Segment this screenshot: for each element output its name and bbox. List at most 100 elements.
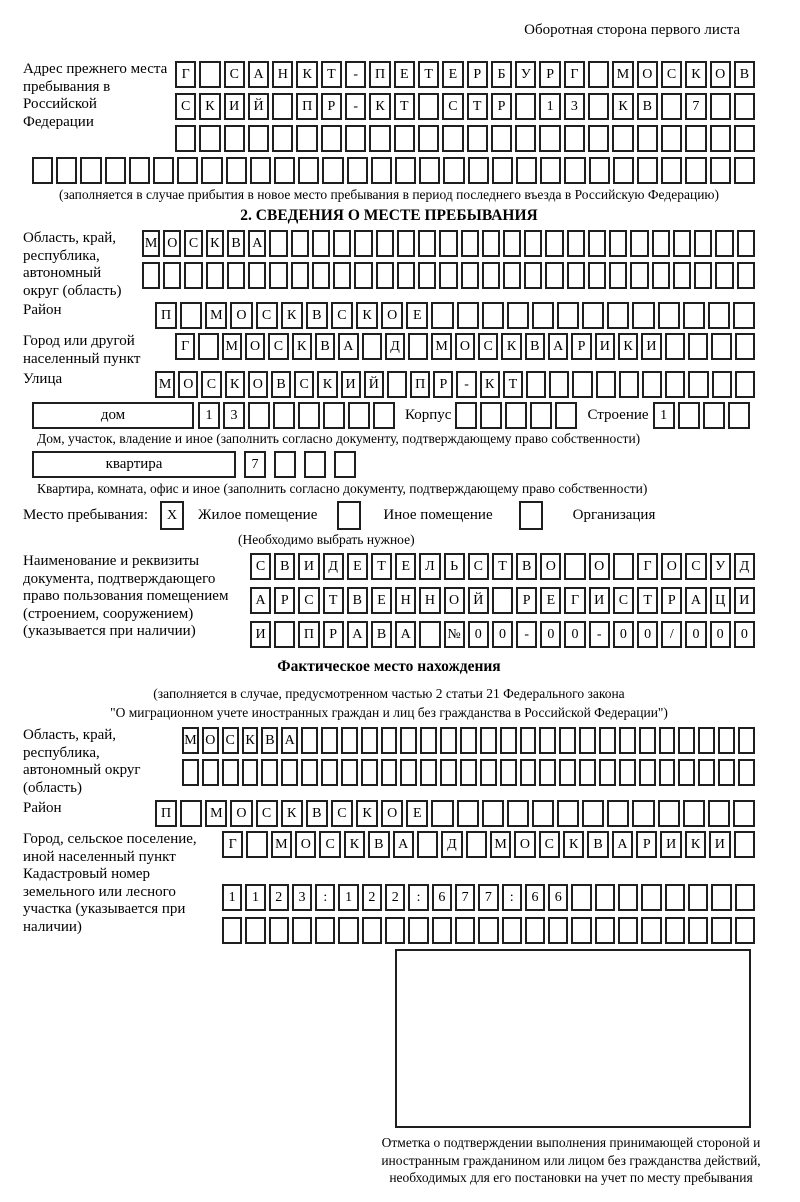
- char-box[interactable]: [672, 262, 692, 289]
- char-box[interactable]: Р: [466, 61, 488, 88]
- char-box[interactable]: [369, 125, 391, 152]
- char-box[interactable]: М: [489, 831, 512, 858]
- char-box[interactable]: [664, 917, 685, 944]
- char-box[interactable]: [274, 621, 296, 648]
- char-box[interactable]: О: [230, 302, 253, 329]
- char-box[interactable]: [587, 230, 607, 257]
- char-box[interactable]: [301, 759, 319, 786]
- char-box[interactable]: [198, 333, 219, 360]
- char-box[interactable]: Т: [417, 61, 440, 88]
- char-box[interactable]: [454, 917, 476, 944]
- char-box[interactable]: -: [456, 371, 477, 398]
- char-box[interactable]: Л: [419, 553, 441, 580]
- char-box[interactable]: [711, 371, 732, 398]
- char-box[interactable]: [588, 157, 610, 184]
- char-box[interactable]: [540, 157, 562, 184]
- char-box[interactable]: К: [685, 61, 707, 88]
- char-box[interactable]: С: [660, 61, 683, 88]
- char-box[interactable]: К: [356, 302, 379, 329]
- char-box[interactable]: [298, 402, 320, 429]
- char-box[interactable]: [221, 759, 239, 786]
- char-box[interactable]: [418, 230, 437, 257]
- char-box[interactable]: 0: [491, 621, 514, 648]
- char-box[interactable]: К: [241, 727, 259, 754]
- char-box[interactable]: К: [317, 371, 338, 398]
- char-box[interactable]: [281, 759, 299, 786]
- char-box[interactable]: К: [205, 230, 224, 257]
- char-box[interactable]: Р: [636, 831, 658, 858]
- char-box[interactable]: [395, 157, 417, 184]
- char-box[interactable]: [142, 262, 161, 289]
- char-box[interactable]: [442, 125, 464, 152]
- char-box[interactable]: А: [281, 727, 299, 754]
- char-box[interactable]: С: [538, 831, 561, 858]
- char-box[interactable]: [636, 125, 658, 152]
- char-box[interactable]: О: [381, 800, 404, 827]
- char-box[interactable]: [408, 917, 429, 944]
- char-box[interactable]: [393, 125, 415, 152]
- char-box[interactable]: [530, 402, 553, 429]
- char-box[interactable]: М: [612, 61, 634, 88]
- char-box[interactable]: Н: [395, 587, 417, 614]
- char-box[interactable]: [657, 800, 680, 827]
- char-box[interactable]: [153, 157, 175, 184]
- char-box[interactable]: [677, 402, 700, 429]
- char-box[interactable]: [222, 917, 243, 944]
- char-box[interactable]: Р: [274, 587, 296, 614]
- char-box[interactable]: [594, 917, 616, 944]
- char-box[interactable]: [715, 230, 734, 257]
- char-box[interactable]: [698, 727, 716, 754]
- char-box[interactable]: К: [199, 93, 221, 120]
- char-box[interactable]: [594, 884, 616, 911]
- char-box[interactable]: [225, 157, 247, 184]
- char-box[interactable]: [245, 917, 266, 944]
- char-box[interactable]: [548, 917, 569, 944]
- char-box[interactable]: [524, 230, 543, 257]
- char-box[interactable]: [465, 831, 487, 858]
- char-box[interactable]: С: [319, 831, 341, 858]
- char-box[interactable]: [380, 759, 398, 786]
- char-box[interactable]: В: [261, 727, 279, 754]
- char-box[interactable]: С: [298, 587, 320, 614]
- char-box[interactable]: [455, 402, 478, 429]
- char-box[interactable]: У: [515, 61, 537, 88]
- char-box[interactable]: [223, 125, 245, 152]
- char-box[interactable]: [345, 125, 367, 152]
- char-box[interactable]: К: [280, 302, 303, 329]
- char-box[interactable]: [660, 125, 683, 152]
- char-box[interactable]: В: [305, 800, 328, 827]
- char-box[interactable]: [296, 125, 318, 152]
- char-box[interactable]: В: [733, 61, 756, 88]
- char-box[interactable]: [420, 727, 438, 754]
- char-box[interactable]: Й: [363, 371, 384, 398]
- char-box[interactable]: [698, 759, 716, 786]
- char-box[interactable]: В: [314, 333, 336, 360]
- char-box[interactable]: 3: [223, 402, 245, 429]
- char-box[interactable]: О: [443, 587, 465, 614]
- char-box[interactable]: [607, 302, 630, 329]
- char-box[interactable]: [658, 727, 676, 754]
- char-box[interactable]: С: [255, 800, 278, 827]
- char-box[interactable]: И: [641, 333, 662, 360]
- char-box[interactable]: [702, 402, 725, 429]
- char-box[interactable]: О: [514, 831, 536, 858]
- char-box[interactable]: [664, 333, 685, 360]
- char-box[interactable]: [733, 157, 756, 184]
- char-box[interactable]: Е: [395, 553, 417, 580]
- char-box[interactable]: [506, 800, 529, 827]
- char-box[interactable]: [618, 371, 639, 398]
- char-box[interactable]: [400, 759, 418, 786]
- char-box[interactable]: [502, 230, 522, 257]
- char-box[interactable]: [375, 230, 394, 257]
- char-box[interactable]: 0: [467, 621, 489, 648]
- char-box[interactable]: [595, 371, 616, 398]
- char-box[interactable]: :: [315, 884, 336, 911]
- char-box[interactable]: В: [587, 831, 609, 858]
- char-box[interactable]: [588, 125, 610, 152]
- char-box[interactable]: [182, 759, 199, 786]
- char-box[interactable]: [687, 333, 709, 360]
- char-box[interactable]: [505, 402, 528, 429]
- char-box[interactable]: [370, 157, 393, 184]
- char-box[interactable]: [502, 262, 522, 289]
- char-box[interactable]: -: [516, 621, 538, 648]
